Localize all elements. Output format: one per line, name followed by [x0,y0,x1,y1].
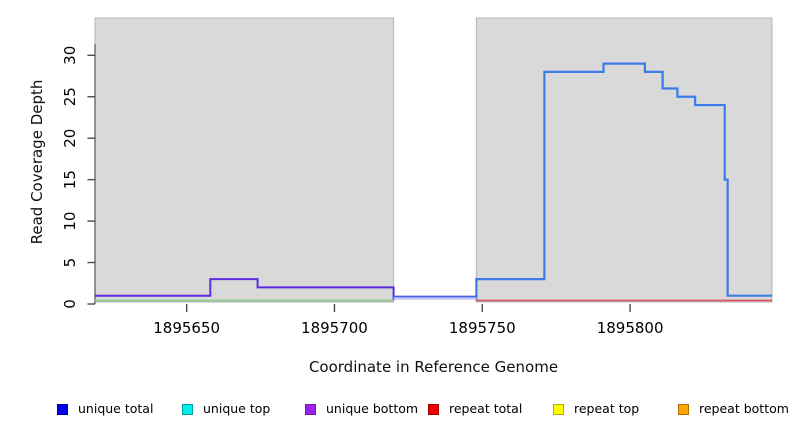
y-tick-label: 10 [61,212,79,231]
legend-item-repeat-total: repeat total [428,398,522,420]
covered-region [475,17,773,303]
legend-swatch-icon [428,403,439,415]
y-tick-label: 30 [61,46,79,65]
legend-swatch-icon [182,403,193,415]
legend-item-repeat-bottom: repeat bottom [678,398,789,420]
legend-item-unique-bottom: unique bottom [305,398,418,420]
legend-swatch-icon [553,403,564,415]
x-tick-label: 1895650 [153,319,220,337]
series-unique-total-right-of-gap [475,62,772,301]
y-tick-label: 15 [61,170,79,189]
x-tick-label: 1895800 [597,319,664,337]
legend-swatch-icon [57,403,68,415]
y-tick-label: 25 [61,87,79,106]
legend: unique total unique top unique bottom repea… [0,398,792,424]
legend-label: unique top [203,401,271,416]
legend-label: repeat total [449,401,523,416]
x-axis-label: Coordinate in Reference Genome [308,358,559,376]
x-tick-label: 1895700 [301,319,368,337]
legend-label: unique bottom [326,401,419,416]
legend-item-repeat-top: repeat top [553,398,639,420]
series-unique-coverage-left-of-gap [95,278,395,301]
legend-swatch-icon [305,403,316,415]
y-axis-label: Read Coverage Depth [28,79,46,245]
legend-label: repeat bottom [699,401,789,416]
legend-label: repeat top [574,401,640,416]
y-tick-label: 5 [61,258,79,268]
legend-item-unique-total: unique total [57,398,153,420]
legend-swatch-icon [678,403,689,415]
x-tick-label: 1895750 [449,319,516,337]
legend-label: unique total [78,401,154,416]
legend-item-unique-top: unique top [182,398,270,420]
y-tick-label: 0 [61,299,79,309]
y-tick-label: 20 [61,129,79,148]
covered-region [94,17,395,303]
